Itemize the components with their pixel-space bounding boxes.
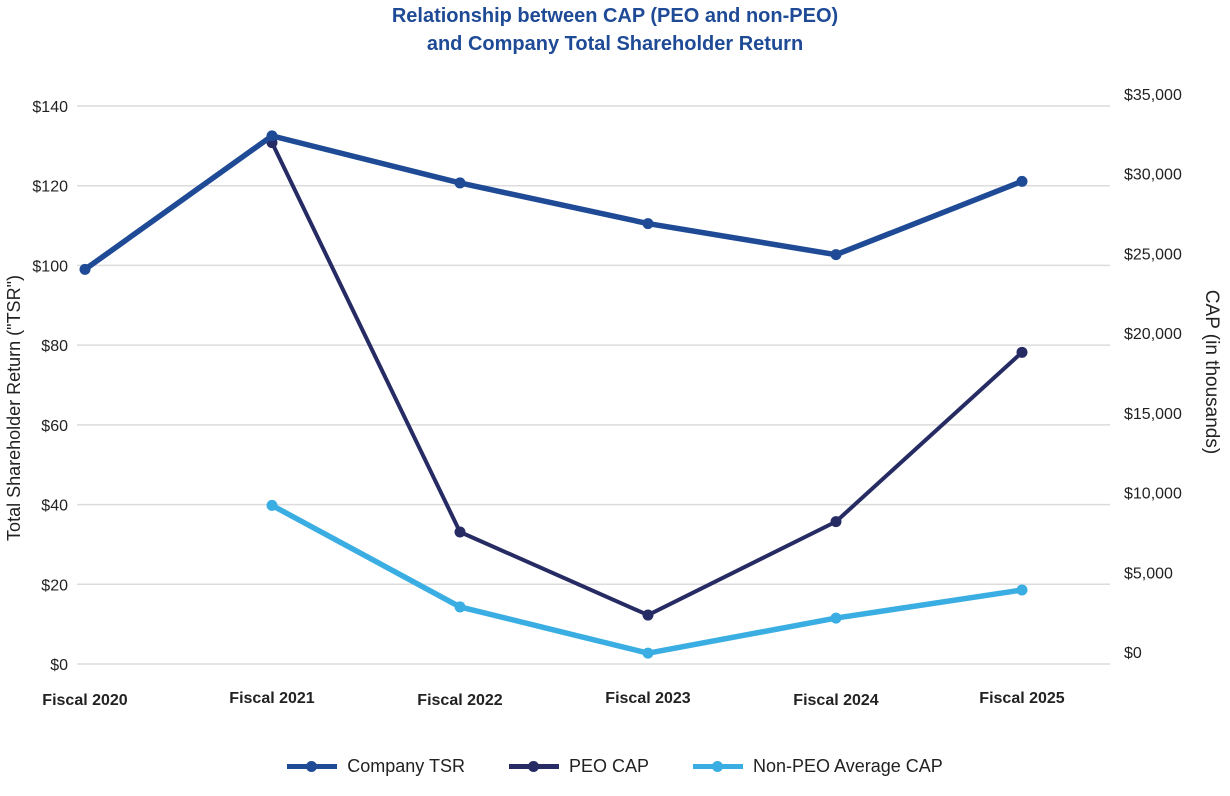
y-left-tick-label: $0 [50,657,68,674]
legend-marker-icon [527,761,539,772]
legend-label: PEO CAP [568,756,649,776]
series-line-peo-cap [270,141,1024,618]
y-right-tick-label: $15,000 [1124,406,1182,423]
y-right-tick-label: $25,000 [1124,246,1182,263]
data-point [1016,584,1028,596]
data-point [79,263,91,275]
data-point [830,612,842,624]
y-right-tick-label: $30,000 [1124,167,1182,184]
x-tick-label: Fiscal 2025 [979,690,1065,707]
y-right-tick-label: $5,000 [1124,565,1173,582]
data-point [454,526,466,538]
series-line-company-tsr [83,133,1024,272]
x-tick-label: Fiscal 2022 [417,692,503,709]
y-right-tick-label: $20,000 [1124,326,1182,343]
y-left-axis-label: Total Shareholder Return ("TSR") [4,275,24,541]
y-left-tick-label: $140 [32,99,68,116]
y-left-tick-label: $120 [32,179,68,196]
legend-swatch [692,761,743,772]
data-point [830,249,842,261]
data-point [830,516,842,528]
legend-label: Non-PEO Average CAP [752,756,943,776]
chart-title: Relationship between CAP (PEO and non-PE… [0,2,1230,58]
legend-item: Non-PEO Average CAP [692,756,943,777]
x-tick-label: Fiscal 2020 [42,692,128,709]
x-tick-label: Fiscal 2021 [229,690,315,707]
data-point [642,647,654,659]
data-point [1016,175,1028,187]
y-right-tick-label: $35,000 [1124,87,1182,104]
data-point [454,601,466,613]
line-chart: $0 $0 $20 $5,000 $40 $10,000 $60 $15,000 $80 $20,… [4,87,1222,709]
y-right-tick-label: $10,000 [1124,486,1182,503]
chart-title-line-2: and Company Total Shareholder Return [426,33,804,55]
data-point [642,609,654,621]
legend-item: PEO CAP [508,756,649,777]
y-left-tick-label: $80 [41,338,68,355]
legend-label: Company TSR [347,756,465,776]
chart-title-line-1: Relationship between CAP (PEO and non-PE… [391,5,839,27]
legend-marker-icon [306,761,318,772]
y-left-tick-label: $100 [32,258,68,275]
data-point [1016,346,1028,358]
x-tick-label: Fiscal 2024 [793,692,879,709]
legend-item: Company TSR [287,756,465,777]
data-point [454,177,466,189]
legend-swatch [287,761,338,772]
y-left-tick-label: $20 [41,577,68,594]
legend-swatch [508,761,559,772]
data-point [266,130,278,142]
y-right-axis-label: CAP (in thousands) [1201,290,1222,454]
y-right-tick-label: $0 [1124,645,1142,662]
legend-marker-icon [711,761,723,772]
data-point [266,499,278,511]
data-point [642,218,654,230]
legend: Company TSR PEO CAP Non-PEO Average CAP [0,756,1230,777]
y-left-tick-label: $40 [41,498,68,515]
x-tick-label: Fiscal 2023 [605,690,691,707]
series-line-non-peo-average-cap [270,502,1023,656]
y-left-tick-label: $60 [41,418,68,435]
